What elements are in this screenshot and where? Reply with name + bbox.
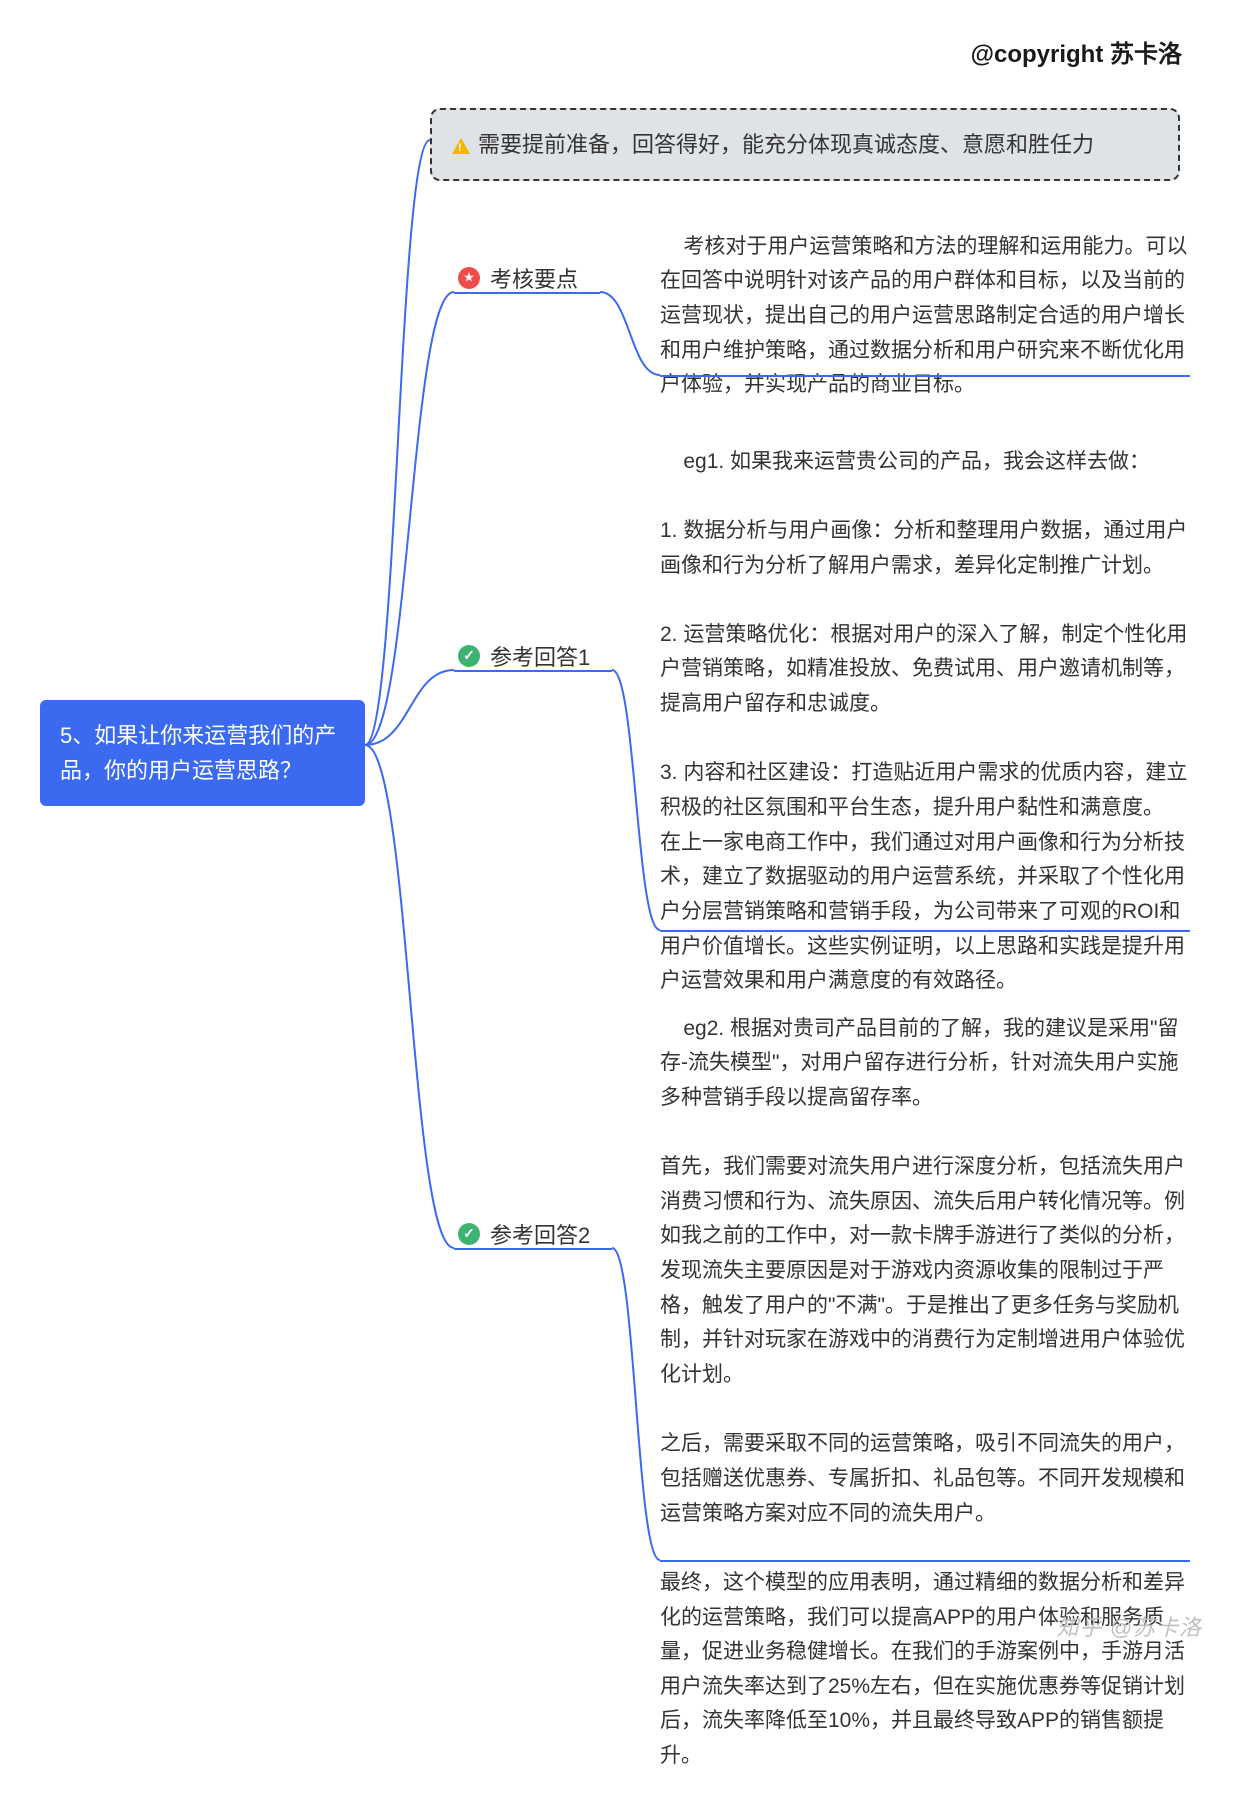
branch3-underline	[454, 1248, 612, 1250]
root-node: 5、如果让你来运营我们的产品，你的用户运营思路？	[40, 700, 365, 806]
check-icon	[458, 1223, 480, 1245]
mindmap-canvas: 5、如果让你来运营我们的产品，你的用户运营思路？ 需要提前准备，回答得好，能充分…	[0, 0, 1242, 1660]
branch1-underline	[454, 292, 600, 294]
content-text-2: eg1. 如果我来运营贵公司的产品，我会这样去做： 1. 数据分析与用户画像：分…	[660, 450, 1187, 993]
watermark-label: 知乎 @苏卡洛	[1057, 1610, 1202, 1642]
branch-label-3: 参考回答2	[490, 1218, 590, 1250]
note-text: 需要提前准备，回答得好，能充分体现真诚态度、意愿和胜任力	[478, 132, 1094, 157]
content-answer2: eg2. 根据对贵司产品目前的了解，我的建议是采用"留存-流失模型"，对用户留存…	[660, 977, 1190, 1808]
copyright-label: @copyright 苏卡洛	[971, 34, 1182, 69]
star-icon	[458, 267, 480, 289]
content3-underline	[660, 1560, 1190, 1562]
content-keypoints: 考核对于用户运营策略和方法的理解和运用能力。可以在回答中说明针对该产品的用户群体…	[660, 195, 1190, 437]
warning-icon	[452, 138, 470, 154]
branch-keypoints: 考核要点	[458, 262, 578, 294]
content-text-1: 考核对于用户运营策略和方法的理解和运用能力。可以在回答中说明针对该产品的用户群体…	[660, 235, 1187, 397]
branch2-underline	[454, 670, 612, 672]
branch-answer1: 参考回答1	[458, 640, 590, 672]
note-box: 需要提前准备，回答得好，能充分体现真诚态度、意愿和胜任力	[430, 108, 1180, 181]
branch-answer2: 参考回答2	[458, 1218, 590, 1250]
branch-label-2: 参考回答1	[490, 640, 590, 672]
content1-underline	[660, 375, 1190, 377]
check-icon	[458, 645, 480, 667]
content-answer1: eg1. 如果我来运营贵公司的产品，我会这样去做： 1. 数据分析与用户画像：分…	[660, 410, 1190, 1034]
content-text-3: eg2. 根据对贵司产品目前的了解，我的建议是采用"留存-流失模型"，对用户留存…	[660, 1017, 1185, 1767]
content2-underline	[660, 930, 1190, 932]
root-text: 5、如果让你来运营我们的产品，你的用户运营思路？	[60, 723, 336, 783]
branch-label-1: 考核要点	[490, 262, 578, 294]
